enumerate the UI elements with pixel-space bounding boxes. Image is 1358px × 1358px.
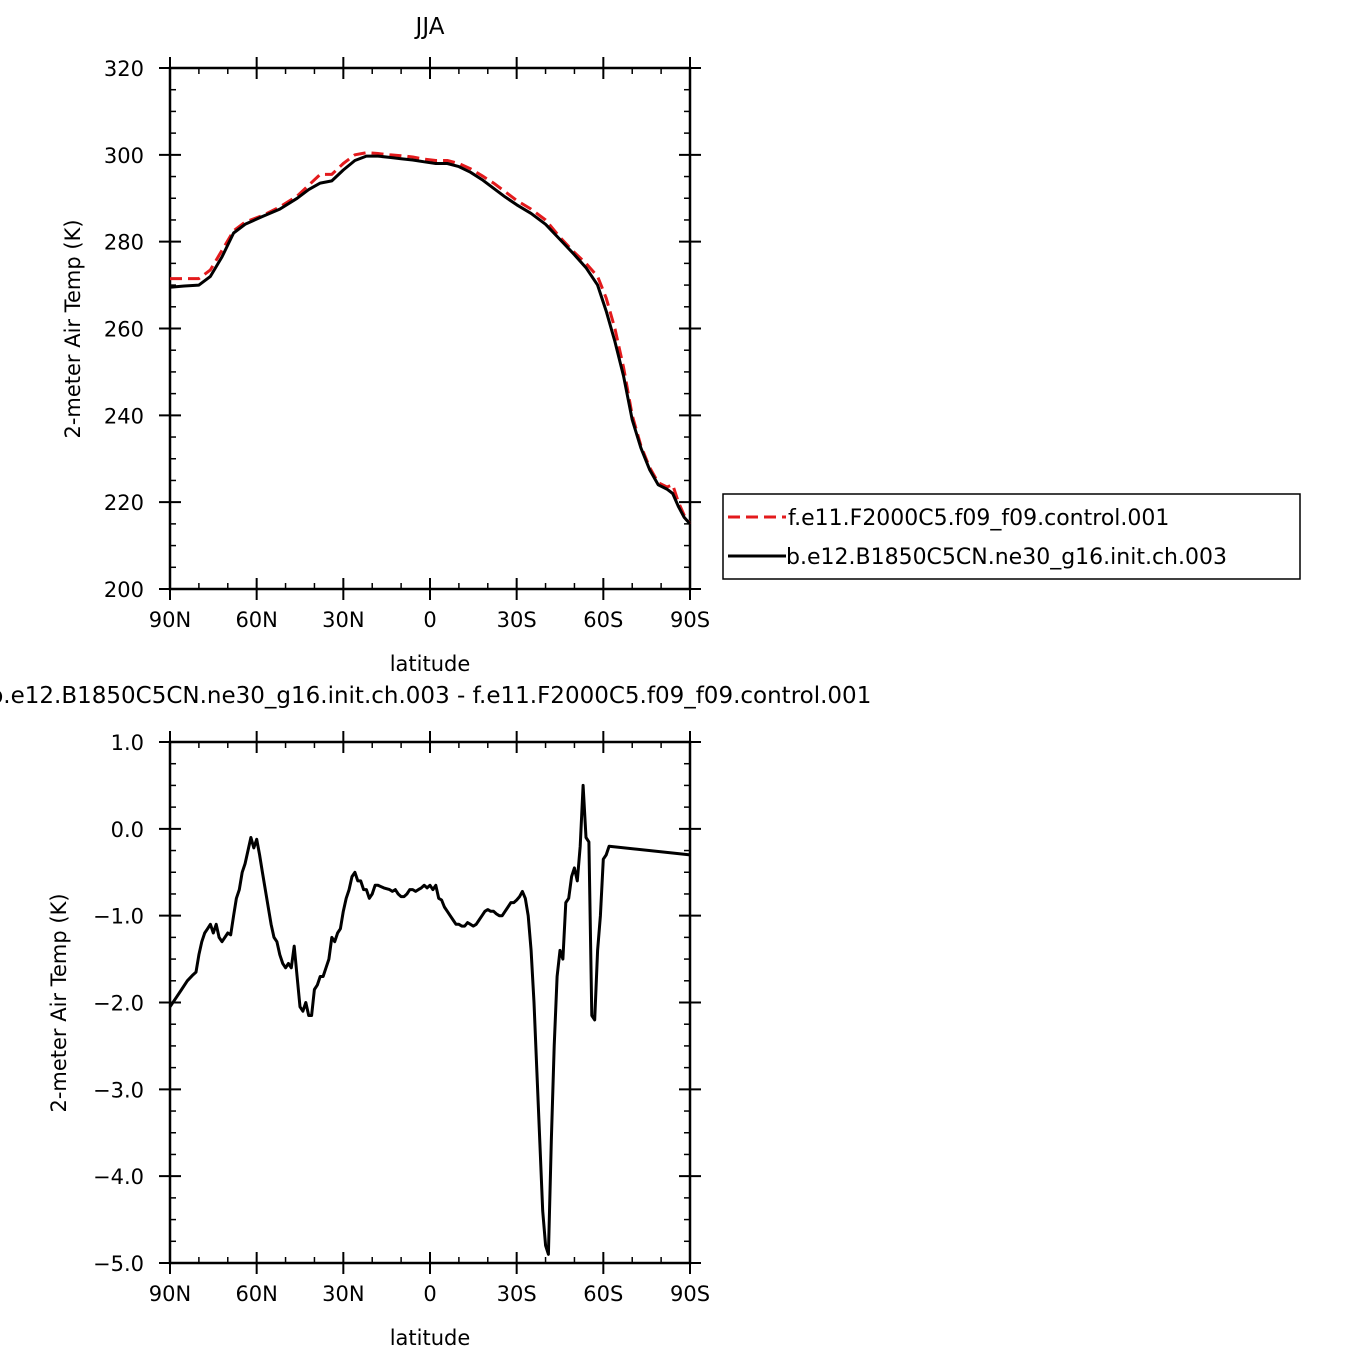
y-tick-label: −3.0 (93, 1078, 144, 1102)
y-tick-label: 320 (104, 57, 144, 81)
y-tick-label: −4.0 (93, 1165, 144, 1189)
top-panel: JJA latitude 2-meter Air Temp (K) 90N 60N… (61, 14, 1301, 676)
x-tick-label: 30S (497, 608, 537, 632)
y-tick-label: 260 (104, 318, 144, 342)
x-tick-label: 30N (322, 608, 364, 632)
x-tick-label: 0 (423, 608, 436, 632)
x-tick-label: 60S (583, 608, 623, 632)
x-tick-label: 0 (423, 1282, 436, 1306)
y-tick-label: −2.0 (93, 992, 144, 1016)
legend-label-control: f.e11.F2000C5.f09_f09.control.001 (788, 506, 1169, 531)
y-tick-label: 240 (104, 404, 144, 428)
x-tick-label: 90N (149, 1282, 191, 1306)
x-tick-label: 90N (149, 608, 191, 632)
bottom-y-axis-label: 2-meter Air Temp (K) (47, 893, 71, 1112)
bottom-series-line-0 (168, 783, 691, 1256)
bottom-plot-frame (168, 740, 692, 1265)
bottom-series-group (168, 783, 691, 1256)
top-ticks: 90N 60N 30N 0 30S 60S 90S 200 220 240 260 280 300 320 (104, 57, 710, 632)
y-tick-label: 1.0 (111, 731, 144, 755)
x-tick-label: 60S (583, 1282, 623, 1306)
x-tick-label: 60N (235, 1282, 277, 1306)
y-tick-label: −5.0 (93, 1252, 144, 1276)
top-series-group (169, 151, 692, 525)
y-tick-label: 280 (104, 231, 144, 255)
legend-box (722, 493, 1301, 580)
x-tick-label: 30S (497, 1282, 537, 1306)
legend-label-coupled: b.e12.B1850C5CN.ne30_g16.init.ch.003 (786, 545, 1227, 570)
bottom-x-axis-label: latitude (390, 1326, 471, 1350)
y-tick-label: −1.0 (93, 905, 144, 929)
y-tick-label: 300 (104, 144, 144, 168)
top-series-line-1 (169, 154, 692, 525)
x-tick-label: 90S (670, 1282, 710, 1306)
y-tick-label: 200 (104, 578, 144, 602)
y-tick-label: 220 (104, 491, 144, 515)
x-tick-label: 30N (322, 1282, 364, 1306)
legend: f.e11.F2000C5.f09_f09.control.001 b.e12.… (722, 493, 1301, 580)
top-y-axis-label: 2-meter Air Temp (K) (61, 219, 85, 438)
x-tick-label: 60N (235, 608, 277, 632)
bottom-panel: b.e12.B1850C5CN.ne30_g16.init.ch.003 - f… (0, 683, 871, 1350)
top-series-line-0 (170, 151, 692, 525)
x-tick-label: 90S (670, 608, 710, 632)
bottom-ticks: 90N 60N 30N 0 30S 60S 90S −5.0 −4.0 −3.0 −2.0 −1.0 0… (93, 731, 710, 1306)
top-x-axis-label: latitude (390, 652, 471, 676)
y-tick-label: 0.0 (111, 818, 144, 842)
bottom-chart-title: b.e12.B1850C5CN.ne30_g16.init.ch.003 - f… (0, 683, 871, 709)
top-chart-title: JJA (414, 14, 445, 40)
